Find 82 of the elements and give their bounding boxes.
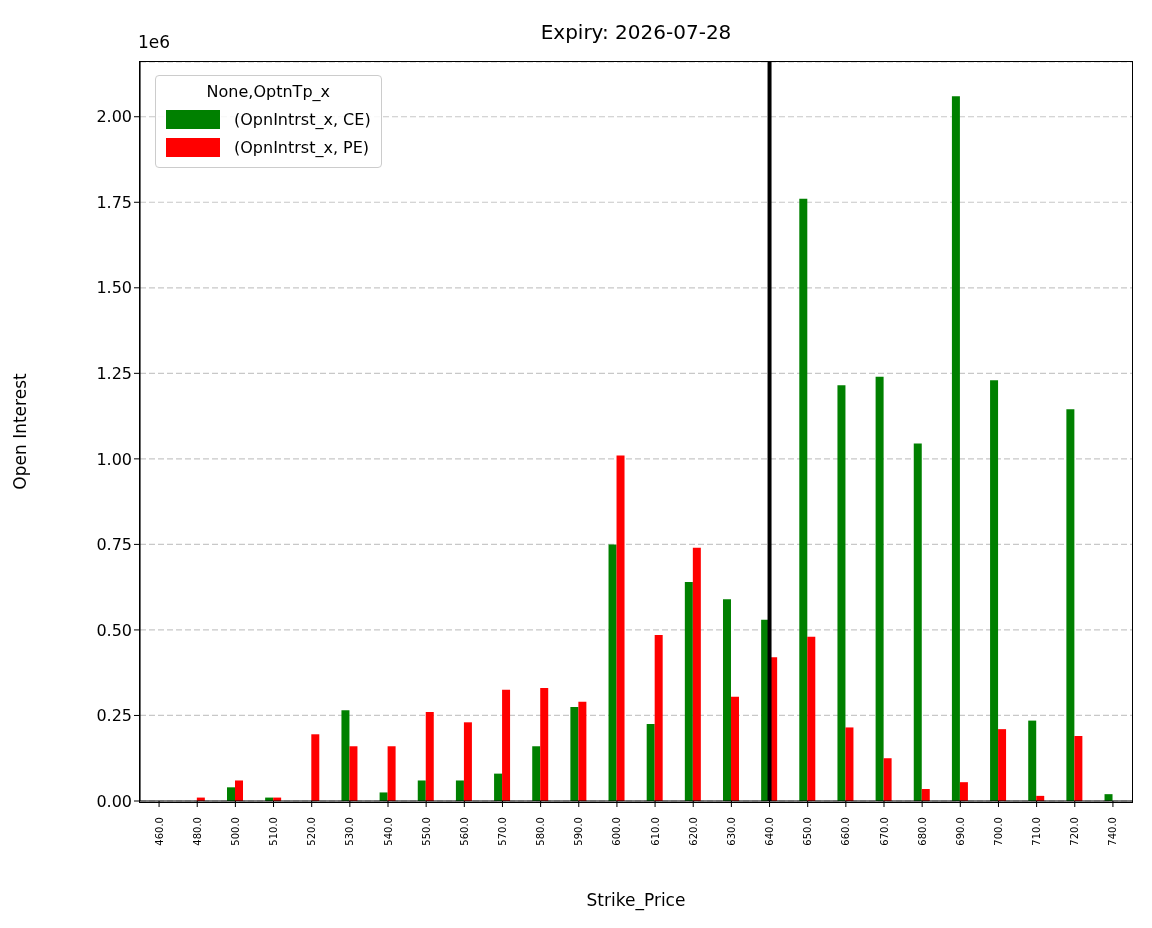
bar [578, 701, 587, 801]
x-tick-label: 540.0 [382, 817, 394, 846]
x-tick-label: 570.0 [496, 817, 508, 846]
bar [845, 727, 854, 801]
x-tick-label: 720.0 [1069, 817, 1081, 846]
bar [1074, 736, 1083, 801]
y-tick-label: 0.75 [96, 535, 132, 555]
x-tick-label: 460.0 [153, 817, 165, 846]
x-tick-label: 620.0 [687, 817, 699, 846]
x-tick-label: 530.0 [344, 817, 356, 846]
legend-label: (OpnIntrst_x, CE) [234, 109, 371, 129]
x-tick-label: 740.0 [1107, 817, 1119, 846]
x-axis-title: Strike_Price [586, 890, 686, 911]
bar [425, 712, 434, 801]
bar [722, 599, 731, 801]
bar [463, 722, 472, 801]
x-tick-label: 640.0 [764, 817, 776, 846]
bar [502, 689, 511, 801]
y-tick-label: 1.75 [96, 192, 132, 212]
bar [532, 746, 541, 801]
x-tick-label: 700.0 [992, 817, 1004, 846]
bar [951, 96, 960, 801]
x-tick-label: 550.0 [420, 817, 432, 846]
bar [616, 455, 625, 801]
x-tick-label: 630.0 [725, 817, 737, 846]
x-tick-label: 610.0 [649, 817, 661, 846]
bar [570, 706, 579, 801]
x-tick-label: 560.0 [458, 817, 470, 846]
bar [837, 385, 846, 801]
chart-title: Expiry: 2026-07-28 [540, 20, 732, 44]
x-tick-label: 650.0 [802, 817, 814, 846]
y-tick-label: 0.25 [96, 706, 132, 726]
y-tick-label: 1.00 [96, 449, 132, 469]
x-tick-label: 480.0 [191, 817, 203, 846]
bar [883, 758, 892, 801]
bar [379, 792, 388, 801]
bar [654, 635, 663, 801]
x-tick-label: 580.0 [535, 817, 547, 846]
bar [1028, 720, 1037, 801]
bar [959, 782, 968, 801]
bar [226, 787, 235, 801]
x-tick-label: 500.0 [229, 817, 241, 846]
bar [1066, 409, 1075, 801]
text: 1e6 [138, 32, 171, 52]
y-tick-label: 1.50 [96, 278, 132, 298]
bar [730, 696, 739, 801]
bar [692, 547, 701, 801]
x-tick-label: 670.0 [878, 817, 890, 846]
x-tick-label: 600.0 [611, 817, 623, 846]
bar [799, 198, 808, 801]
bar [540, 688, 549, 801]
bar [921, 789, 930, 801]
bar [807, 636, 816, 801]
bar [684, 582, 693, 801]
y-tick-label: 0.00 [96, 791, 132, 811]
x-tick-label: 520.0 [306, 817, 318, 846]
bar [387, 746, 396, 801]
bar [234, 780, 243, 801]
x-tick-label: 680.0 [916, 817, 928, 846]
x-tick-label: 710.0 [1031, 817, 1043, 846]
bar [417, 780, 426, 801]
bar [913, 443, 922, 801]
bar [998, 729, 1007, 801]
bar [349, 746, 358, 801]
legend-title: None,OptnTp_x [205, 82, 331, 101]
bar [455, 780, 464, 801]
bar [990, 380, 999, 801]
bar [608, 544, 617, 801]
y-tick-label: 0.50 [96, 620, 132, 640]
bar [646, 724, 655, 801]
x-tick-label: 690.0 [954, 817, 966, 846]
bar [875, 376, 884, 801]
x-tick-label: 510.0 [268, 817, 280, 846]
bar [311, 734, 320, 801]
y-axis-title: Open Interest [10, 373, 31, 490]
legend-label: (OpnIntrst_x, PE) [234, 137, 370, 157]
bar [341, 710, 350, 801]
bar [494, 773, 503, 801]
x-tick-label: 660.0 [840, 817, 852, 846]
x-tick-label: 590.0 [573, 817, 585, 846]
y-tick-label: 1.25 [96, 364, 132, 384]
y-tick-label: 2.00 [96, 107, 132, 127]
